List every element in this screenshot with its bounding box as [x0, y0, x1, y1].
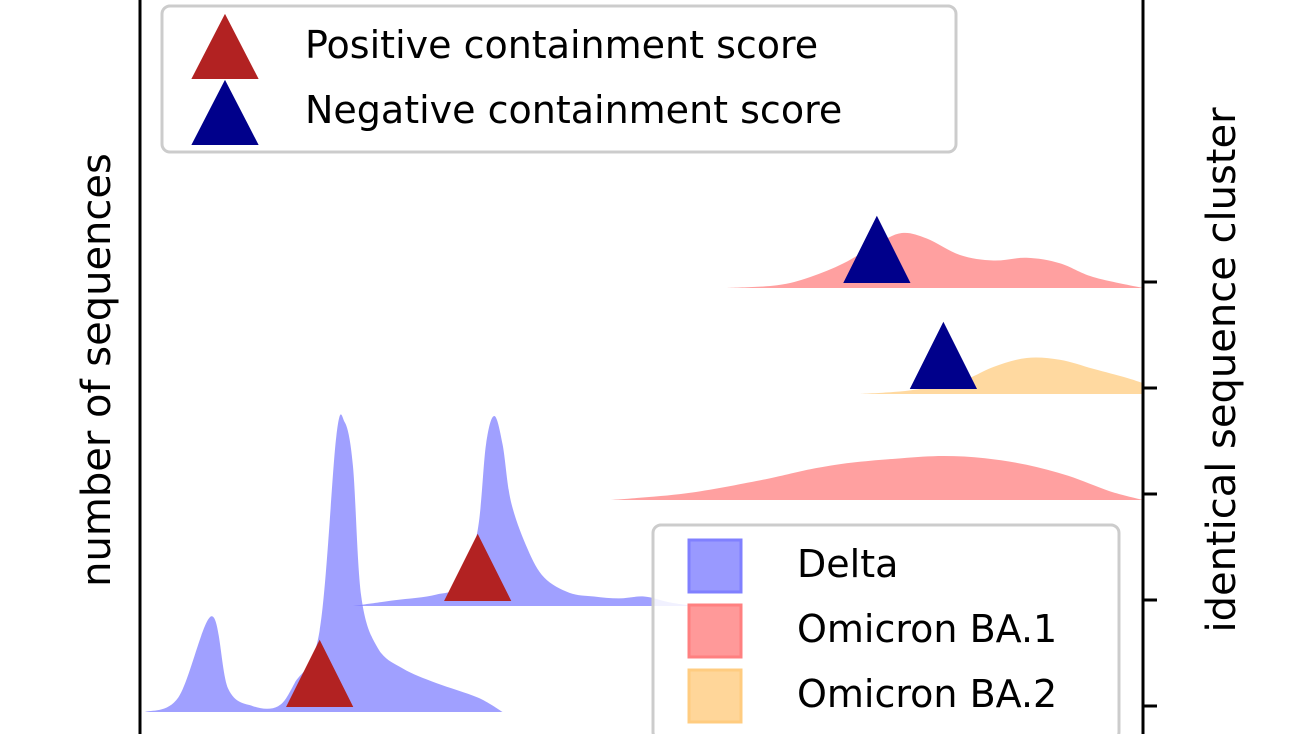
legend-negative-marker-icon: [191, 79, 259, 145]
variant-legend-frame: [651, 523, 1121, 734]
legend-delta-label: Delta: [797, 542, 898, 586]
variant-legend: Delta Omicron BA.1 Omicron BA.2: [651, 523, 1121, 734]
legend-positive-marker-icon: [191, 13, 259, 79]
ridge-cluster-5: [727, 232, 1143, 288]
score-markers-layer: [286, 215, 978, 707]
right-axis-title: identical sequence cluster: [1199, 107, 1245, 633]
right-axis-ticks: [1143, 280, 1157, 708]
score-marker-cluster-5: [843, 215, 911, 283]
legend-omicron-ba2-label: Omicron BA.2: [797, 672, 1057, 716]
legend-omicron-ba2-swatch: [687, 668, 743, 724]
ridge-cluster-2: [352, 416, 694, 606]
marker-legend: Positive containment score Negative cont…: [160, 4, 958, 154]
ridge-cluster-3: [610, 456, 1143, 500]
score-marker-cluster-4: [909, 321, 978, 389]
legend-omicron-ba1-label: Omicron BA.1: [797, 607, 1057, 651]
legend-omicron-ba1-swatch: [687, 603, 743, 659]
legend-delta-swatch: [687, 538, 743, 594]
legend-negative-label: Negative containment score: [305, 88, 842, 132]
left-axis-title: number of sequences: [74, 153, 120, 587]
score-marker-cluster-2: [444, 533, 512, 601]
ridge-cluster-4: [860, 357, 1143, 394]
legend-positive-label: Positive containment score: [305, 23, 818, 67]
score-marker-cluster-1: [286, 639, 354, 707]
marker-legend-frame: [160, 4, 958, 154]
